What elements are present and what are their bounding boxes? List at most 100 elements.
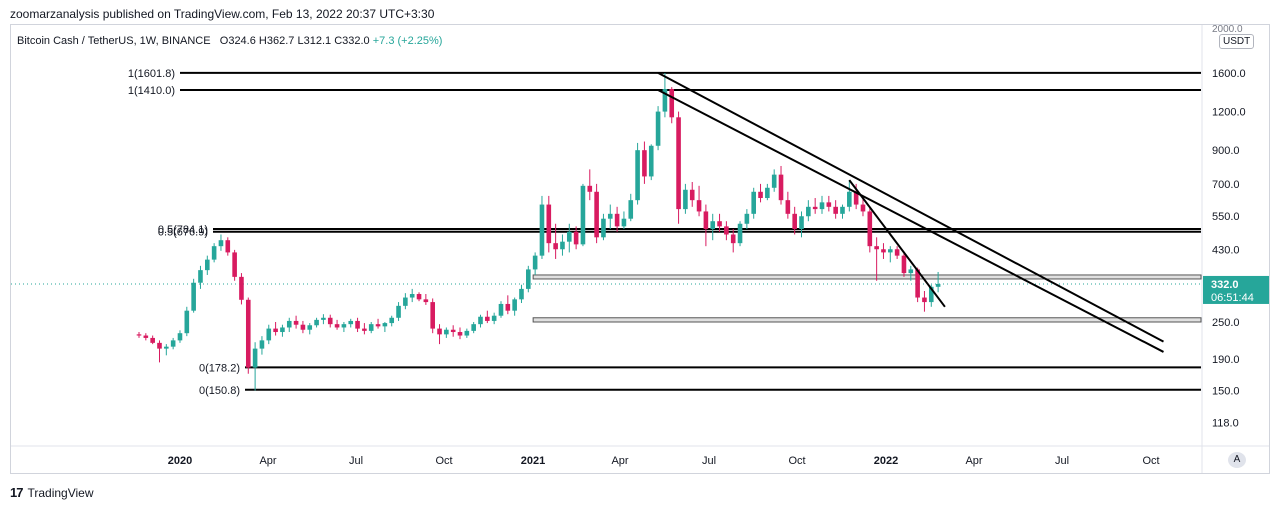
footer-brand: 17 TradingView xyxy=(10,485,94,500)
candle-body xyxy=(689,189,695,201)
candle-body xyxy=(334,324,340,328)
candle-body xyxy=(771,174,777,188)
candle-body xyxy=(286,320,292,328)
change-value: +7.3 (+2.25%) xyxy=(372,35,443,47)
x-tick-label: 2022 xyxy=(874,455,898,467)
x-tick-label: Apr xyxy=(259,455,276,467)
candle-body xyxy=(491,315,497,321)
last-price-badge xyxy=(1203,275,1269,304)
candle-body xyxy=(601,218,606,238)
candle-body xyxy=(819,202,825,210)
currency-button[interactable]: USDT xyxy=(1219,34,1255,49)
candle-body xyxy=(881,249,886,253)
candle-body xyxy=(874,246,879,250)
x-tick-label: 2021 xyxy=(521,455,545,467)
fib-level-label: 0.5(784.1) xyxy=(158,224,208,236)
candle-body xyxy=(150,337,155,343)
y-tick-label: 700.0 xyxy=(1212,179,1240,191)
candle-body xyxy=(409,294,415,298)
candle-body xyxy=(778,174,784,201)
candle-body xyxy=(225,240,231,253)
fib-level-label: 1(1410.0) xyxy=(128,85,175,97)
candle-body xyxy=(621,218,627,227)
candle-body xyxy=(587,185,593,192)
symbol-name: Bitcoin Cash / TetherUS, 1W, BINANCE xyxy=(17,35,211,47)
auto-scale-button[interactable]: A xyxy=(1228,452,1246,468)
candle-body xyxy=(594,191,599,238)
candle-body xyxy=(642,150,647,177)
candle-body xyxy=(573,231,579,245)
candle-body xyxy=(457,332,463,336)
fib-level-label: 0(178.2) xyxy=(199,362,240,374)
chart-panel[interactable] xyxy=(10,24,1270,474)
candle-body xyxy=(266,328,272,341)
candle-body xyxy=(758,191,763,199)
trendline xyxy=(657,71,1164,343)
open-value: O324.6 xyxy=(219,35,256,47)
candle-body xyxy=(867,211,873,247)
candle-body xyxy=(177,333,183,341)
candle-body xyxy=(498,303,504,316)
candle-body xyxy=(737,223,743,244)
close-value: C332.0 xyxy=(334,35,370,47)
candle-body xyxy=(607,213,613,219)
candle-body xyxy=(703,211,709,230)
candle-body xyxy=(389,317,395,324)
candle-body xyxy=(245,299,251,368)
x-tick-label: 2020 xyxy=(168,455,192,467)
candle-body xyxy=(628,200,634,219)
fib-level-label: 0.5(676.9) xyxy=(158,227,208,239)
x-tick-label: Oct xyxy=(1142,455,1159,467)
candle-body xyxy=(683,189,688,210)
candle-body xyxy=(170,340,176,347)
fib-level-label: 1(1601.8) xyxy=(128,68,175,80)
candle-body xyxy=(136,334,142,336)
candle-body xyxy=(648,145,654,177)
candle-body xyxy=(730,234,736,244)
high-value: H362.7 xyxy=(258,35,295,47)
published-line: zoomarzanalysis published on TradingView… xyxy=(10,7,435,21)
candle-body xyxy=(396,305,401,318)
candle-body xyxy=(198,270,203,283)
x-tick-label: Jul xyxy=(349,455,363,467)
y-tick-label: 900.0 xyxy=(1212,145,1240,157)
candle-body xyxy=(526,269,531,289)
candle-body xyxy=(724,226,729,235)
candle-body xyxy=(792,213,797,230)
trendline xyxy=(848,179,946,308)
candle-body xyxy=(812,206,818,210)
candle-body xyxy=(348,320,354,325)
candle-body xyxy=(259,340,265,349)
candle-body xyxy=(553,243,558,250)
candle-body xyxy=(368,324,374,331)
candle-body xyxy=(785,200,791,214)
candle-body xyxy=(696,200,702,212)
candle-body xyxy=(799,216,804,230)
candle-body xyxy=(252,348,258,368)
y-tick-label: 150.0 xyxy=(1212,386,1240,398)
candle-body xyxy=(307,325,313,330)
x-tick-label: Jul xyxy=(1055,455,1069,467)
y-tick-label-partial: 2000.0 xyxy=(1212,24,1243,35)
x-tick-label: Apr xyxy=(611,455,628,467)
candle-body xyxy=(164,346,169,349)
candle-body xyxy=(840,206,845,214)
candle-body xyxy=(853,191,859,205)
candle-body xyxy=(546,204,552,244)
support-zone xyxy=(532,317,1202,323)
candle-body xyxy=(669,89,675,118)
symbol-legend: Bitcoin Cash / TetherUS, 1W, BINANCE O32… xyxy=(17,35,442,47)
candle-body xyxy=(676,117,681,210)
candle-body xyxy=(915,269,920,298)
x-tick-label: Jul xyxy=(702,455,716,467)
candle-body xyxy=(157,342,162,349)
candle-body xyxy=(382,323,388,327)
candle-body xyxy=(232,252,237,277)
y-tick-label: 118.0 xyxy=(1212,418,1239,430)
candle-body xyxy=(751,191,756,214)
y-tick-label: 1200.0 xyxy=(1212,107,1246,119)
candle-body xyxy=(922,297,927,303)
candle-body xyxy=(211,246,217,260)
candle-body xyxy=(450,329,456,333)
